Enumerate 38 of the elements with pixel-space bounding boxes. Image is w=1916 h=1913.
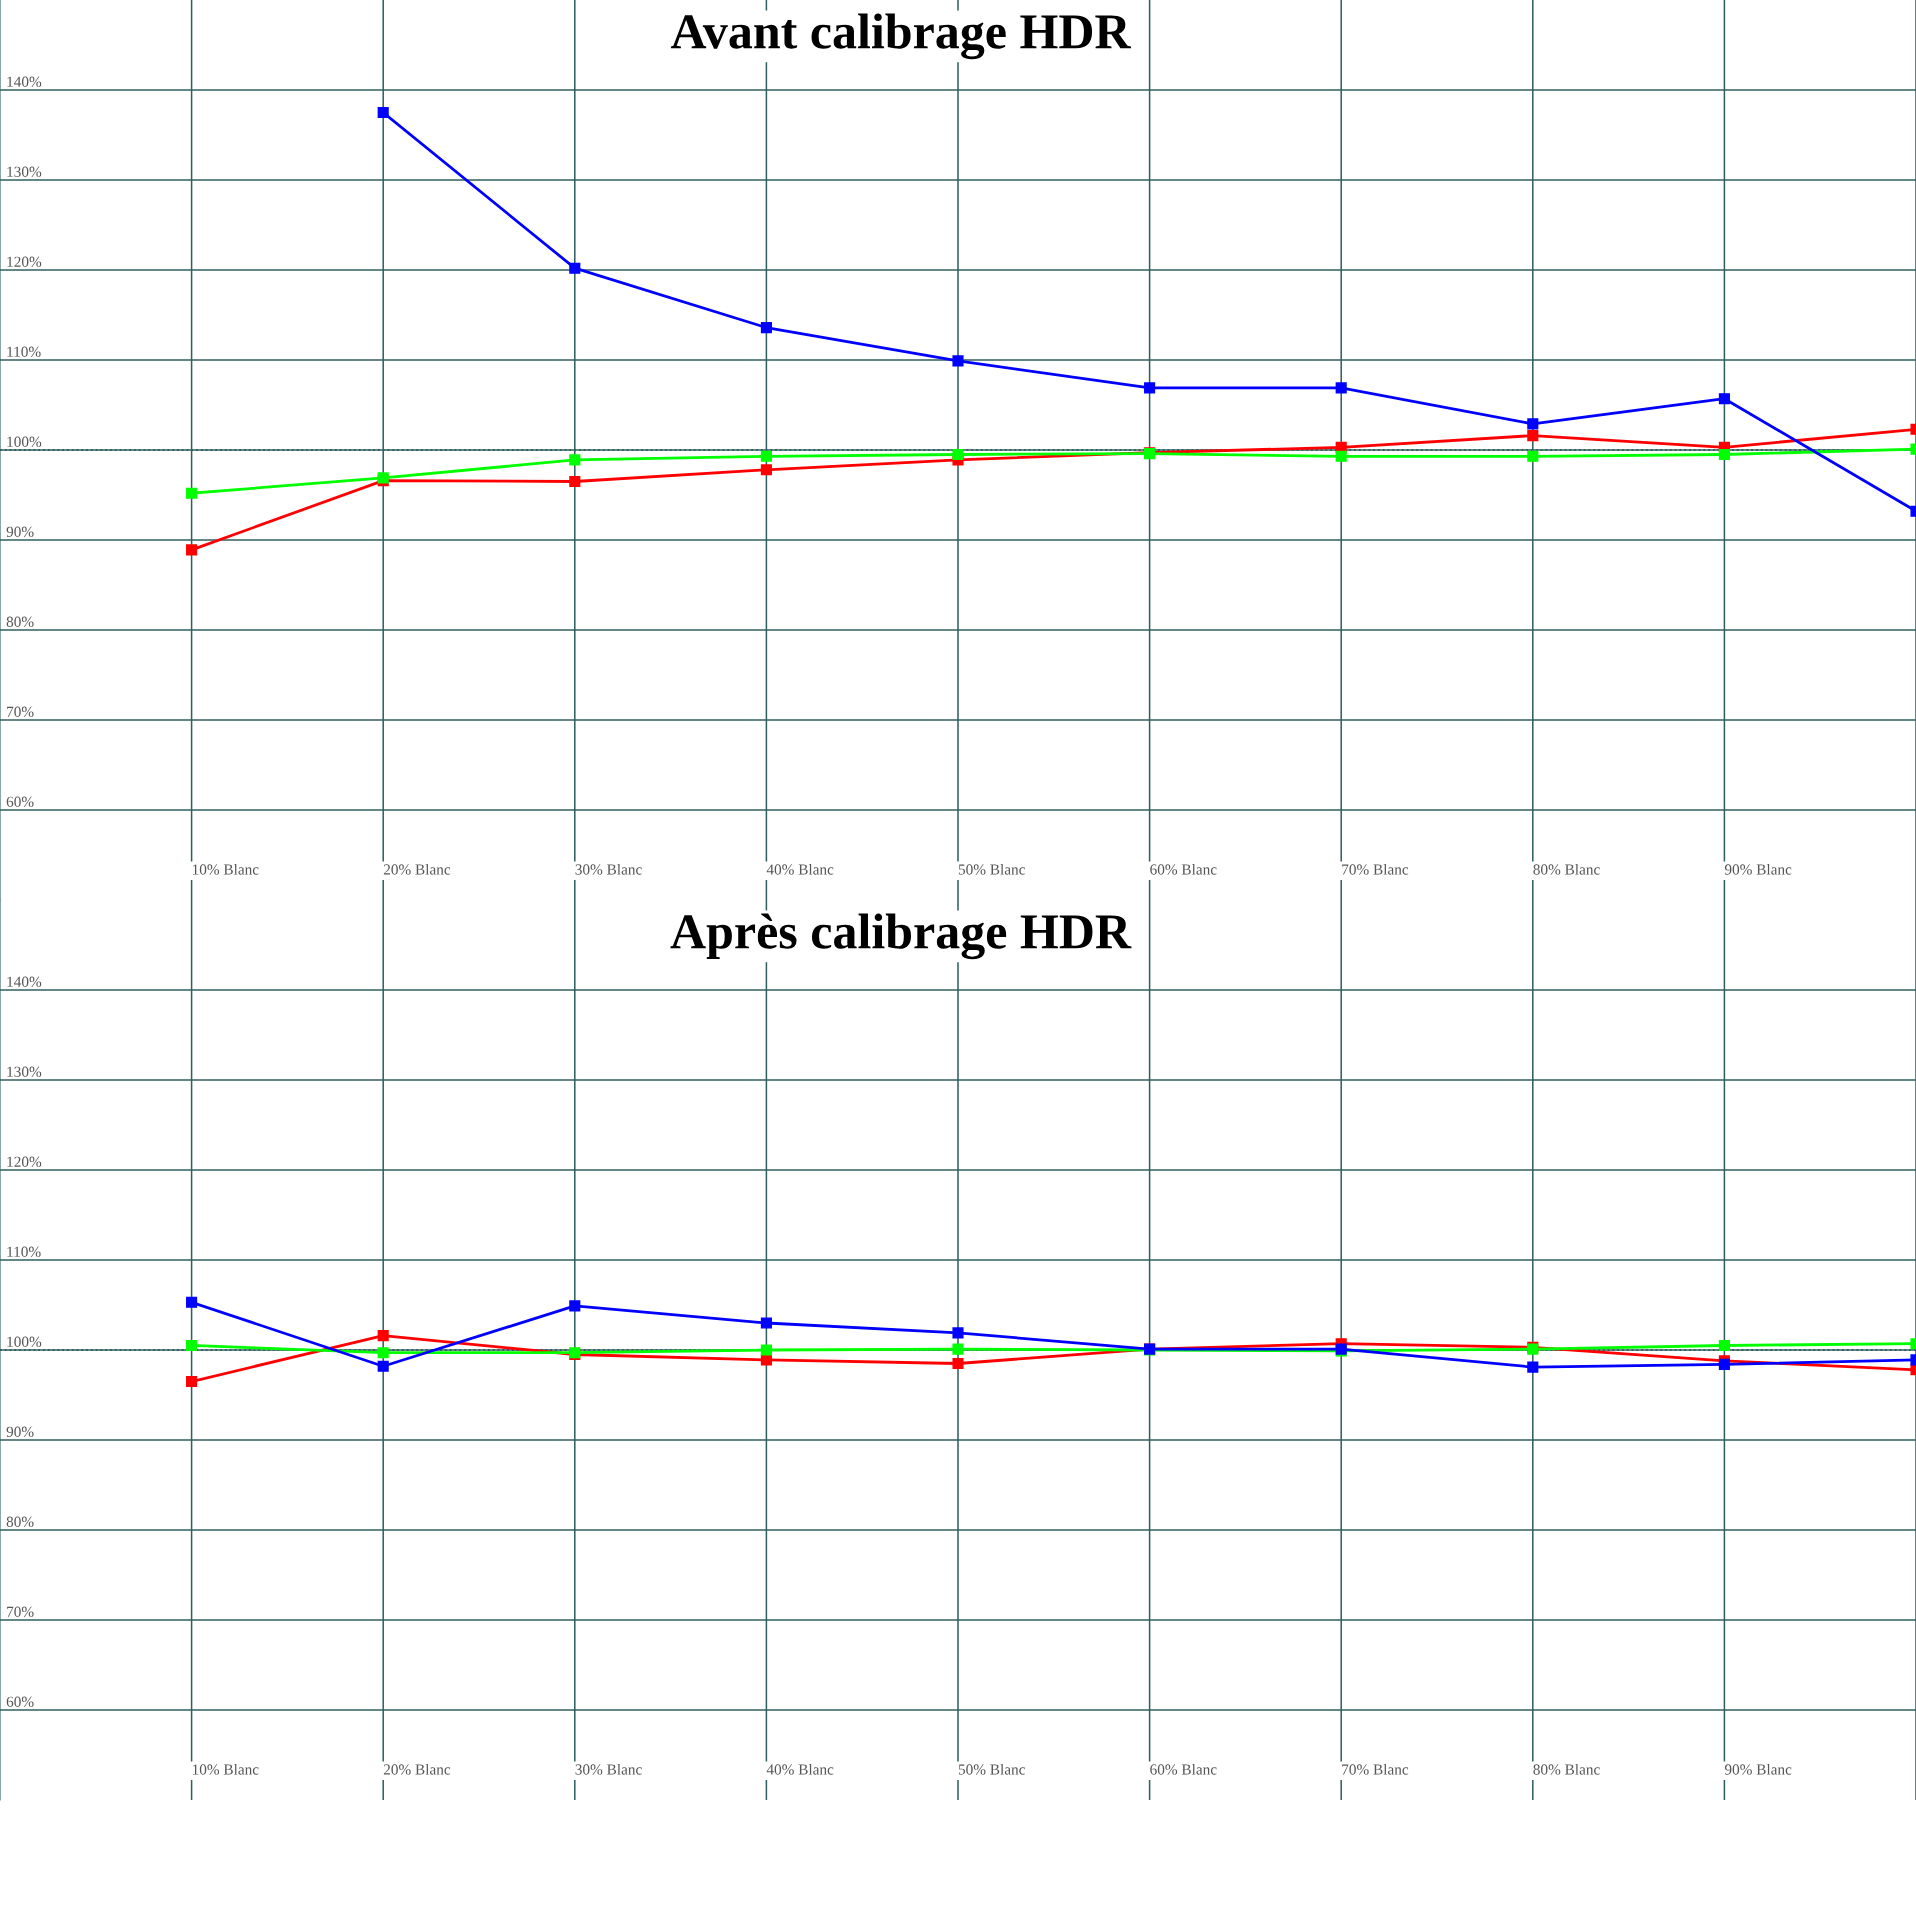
y-tick-label: 140% (7, 976, 42, 987)
y-tick-label: 120% (7, 1156, 42, 1167)
x-tick-label: 70% Blanc (1342, 863, 1409, 875)
y-tick-label: 90% (6, 526, 34, 537)
x-tick-label: 50% Blanc (958, 863, 1025, 875)
x-tick-label: 70% Blanc (1342, 1763, 1409, 1775)
y-tick-label: 70% (7, 1606, 34, 1617)
y-tick-label: 90% (6, 1426, 34, 1437)
x-tick-label: 40% Blanc (766, 863, 834, 875)
y-tick-label: 80% (6, 1516, 34, 1527)
y-tick-label: 130% (7, 166, 42, 177)
y-tick-label: 130% (7, 1066, 42, 1077)
y-tick-label: 120% (7, 256, 42, 267)
chart-title: Après calibrage HDR (670, 913, 1132, 960)
y-tick-label: 60% (6, 1696, 34, 1707)
y-tick-label: 80% (6, 616, 34, 627)
x-tick-label: 10% Blanc (192, 1763, 259, 1775)
y-tick-label: 100% (7, 436, 42, 447)
x-tick-label: 40% Blanc (766, 1763, 834, 1775)
x-tick-label: 80% Blanc (1533, 1763, 1600, 1775)
x-tick-label: 20% Blanc (383, 1763, 451, 1775)
y-tick-label: 60% (6, 796, 34, 807)
x-tick-label: 50% Blanc (958, 1763, 1025, 1775)
x-tick-label: 20% Blanc (383, 863, 451, 875)
y-tick-label: 100% (7, 1336, 42, 1347)
x-tick-label: 60% Blanc (1150, 1763, 1217, 1775)
y-tick-label: 70% (7, 706, 34, 717)
x-tick-label: 30% Blanc (575, 863, 642, 875)
chart-title: Avant calibrage HDR (670, 13, 1132, 60)
x-tick-label: 10% Blanc (192, 863, 259, 875)
x-tick-label: 30% Blanc (575, 1763, 642, 1775)
x-tick-label: 90% Blanc (1724, 1763, 1792, 1775)
y-tick-label: 110% (7, 1246, 41, 1257)
x-tick-label: 60% Blanc (1150, 863, 1217, 875)
x-tick-label: 80% Blanc (1533, 863, 1600, 875)
y-tick-label: 110% (7, 346, 41, 357)
y-tick-label: 140% (7, 76, 42, 87)
x-tick-label: 90% Blanc (1724, 863, 1792, 875)
